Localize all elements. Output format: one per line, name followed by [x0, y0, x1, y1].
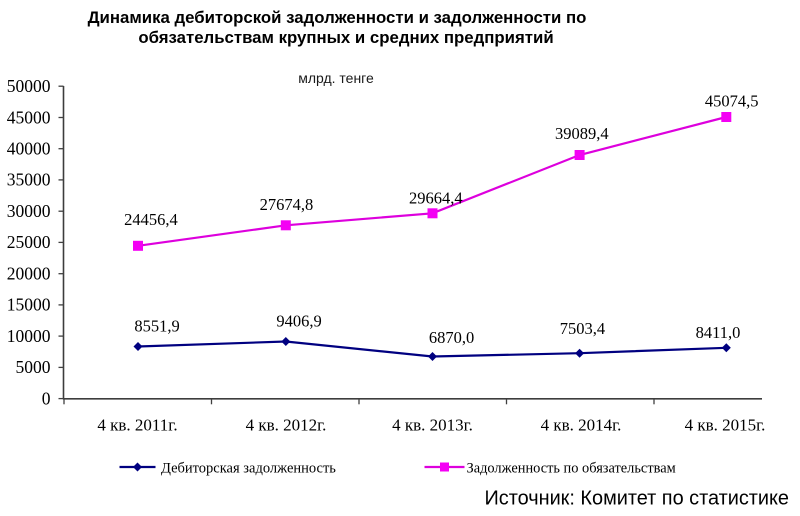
- svg-text:25000: 25000: [7, 232, 51, 252]
- svg-text:27674,8: 27674,8: [260, 195, 314, 214]
- svg-text:9406,9: 9406,9: [276, 312, 321, 331]
- svg-text:Задолженность по обязательства: Задолженность по обязательствам: [467, 461, 676, 477]
- svg-text:20000: 20000: [7, 264, 51, 284]
- svg-text:7503,4: 7503,4: [560, 319, 605, 338]
- svg-text:50000: 50000: [7, 76, 51, 96]
- svg-text:млрд. тенге: млрд. тенге: [298, 70, 374, 86]
- svg-text:Динамика дебиторской задолженн: Динамика дебиторской задолженности и зад…: [88, 8, 587, 27]
- svg-text:10000: 10000: [7, 326, 51, 346]
- svg-text:5000: 5000: [16, 357, 51, 377]
- svg-text:45000: 45000: [7, 107, 51, 127]
- svg-text:35000: 35000: [7, 170, 51, 190]
- svg-text:Источник: Комитет по статистик: Источник: Комитет по статистике: [484, 488, 789, 510]
- svg-text:8411,0: 8411,0: [696, 323, 741, 342]
- svg-text:39089,4: 39089,4: [555, 124, 609, 143]
- svg-text:4 кв. 2012г.: 4 кв. 2012г.: [246, 416, 327, 435]
- svg-text:45074,5: 45074,5: [705, 91, 759, 110]
- svg-text:29664,4: 29664,4: [409, 189, 463, 208]
- svg-text:4 кв. 2015г.: 4 кв. 2015г.: [685, 416, 766, 435]
- svg-text:40000: 40000: [7, 139, 51, 159]
- svg-text:4 кв. 2014г.: 4 кв. 2014г.: [541, 416, 622, 435]
- svg-text:Дебиторская задолженность: Дебиторская задолженность: [161, 461, 336, 477]
- svg-text:4 кв. 2011г.: 4 кв. 2011г.: [97, 416, 177, 435]
- svg-text:24456,4: 24456,4: [124, 210, 178, 229]
- svg-text:0: 0: [42, 388, 51, 408]
- svg-text:30000: 30000: [7, 201, 51, 221]
- svg-text:4 кв. 2013г.: 4 кв. 2013г.: [392, 416, 473, 435]
- svg-text:6870,0: 6870,0: [429, 328, 474, 347]
- svg-text:8551,9: 8551,9: [134, 317, 179, 336]
- svg-text:обязательствам крупных и средн: обязательствам крупных и средних предпри…: [138, 28, 553, 47]
- svg-text:15000: 15000: [7, 295, 51, 315]
